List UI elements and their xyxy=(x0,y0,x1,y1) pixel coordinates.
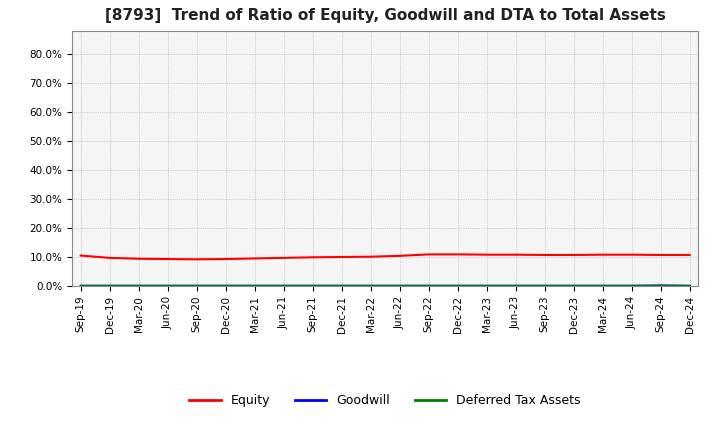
Goodwill xyxy=(395,283,404,288)
Deferred Tax Assets xyxy=(163,283,172,288)
Goodwill xyxy=(221,283,230,288)
Goodwill xyxy=(454,283,462,288)
Deferred Tax Assets xyxy=(338,283,346,288)
Deferred Tax Assets xyxy=(105,283,114,288)
Equity xyxy=(598,252,607,257)
Goodwill xyxy=(163,283,172,288)
Equity xyxy=(395,253,404,258)
Goodwill xyxy=(685,283,694,288)
Goodwill xyxy=(251,283,259,288)
Equity xyxy=(192,257,201,262)
Deferred Tax Assets xyxy=(424,283,433,288)
Deferred Tax Assets xyxy=(454,283,462,288)
Goodwill xyxy=(627,283,636,288)
Goodwill xyxy=(192,283,201,288)
Goodwill xyxy=(279,283,288,288)
Goodwill xyxy=(657,283,665,288)
Equity xyxy=(657,252,665,257)
Deferred Tax Assets xyxy=(541,283,549,288)
Equity xyxy=(424,252,433,257)
Goodwill xyxy=(570,283,578,288)
Equity xyxy=(135,256,143,261)
Deferred Tax Assets xyxy=(598,283,607,288)
Deferred Tax Assets xyxy=(482,283,491,288)
Equity xyxy=(279,255,288,260)
Equity xyxy=(511,252,520,257)
Equity xyxy=(685,252,694,257)
Goodwill xyxy=(482,283,491,288)
Legend: Equity, Goodwill, Deferred Tax Assets: Equity, Goodwill, Deferred Tax Assets xyxy=(184,389,586,412)
Deferred Tax Assets xyxy=(192,283,201,288)
Goodwill xyxy=(511,283,520,288)
Deferred Tax Assets xyxy=(308,283,317,288)
Title: [8793]  Trend of Ratio of Equity, Goodwill and DTA to Total Assets: [8793] Trend of Ratio of Equity, Goodwil… xyxy=(105,7,665,23)
Equity xyxy=(570,252,578,257)
Goodwill xyxy=(338,283,346,288)
Deferred Tax Assets xyxy=(279,283,288,288)
Equity xyxy=(366,254,375,259)
Equity xyxy=(338,254,346,260)
Equity xyxy=(221,257,230,262)
Goodwill xyxy=(308,283,317,288)
Equity xyxy=(627,252,636,257)
Equity xyxy=(541,252,549,257)
Deferred Tax Assets xyxy=(366,283,375,288)
Deferred Tax Assets xyxy=(657,283,665,288)
Goodwill xyxy=(598,283,607,288)
Goodwill xyxy=(541,283,549,288)
Goodwill xyxy=(76,283,85,288)
Equity xyxy=(251,256,259,261)
Goodwill xyxy=(424,283,433,288)
Line: Equity: Equity xyxy=(81,254,690,259)
Equity xyxy=(76,253,85,258)
Equity xyxy=(105,255,114,260)
Deferred Tax Assets xyxy=(135,283,143,288)
Deferred Tax Assets xyxy=(685,283,694,288)
Equity xyxy=(482,252,491,257)
Deferred Tax Assets xyxy=(511,283,520,288)
Deferred Tax Assets xyxy=(570,283,578,288)
Deferred Tax Assets xyxy=(221,283,230,288)
Deferred Tax Assets xyxy=(251,283,259,288)
Equity xyxy=(163,257,172,262)
Deferred Tax Assets xyxy=(395,283,404,288)
Goodwill xyxy=(135,283,143,288)
Goodwill xyxy=(366,283,375,288)
Equity xyxy=(454,252,462,257)
Deferred Tax Assets xyxy=(627,283,636,288)
Equity xyxy=(308,255,317,260)
Goodwill xyxy=(105,283,114,288)
Deferred Tax Assets xyxy=(76,283,85,288)
